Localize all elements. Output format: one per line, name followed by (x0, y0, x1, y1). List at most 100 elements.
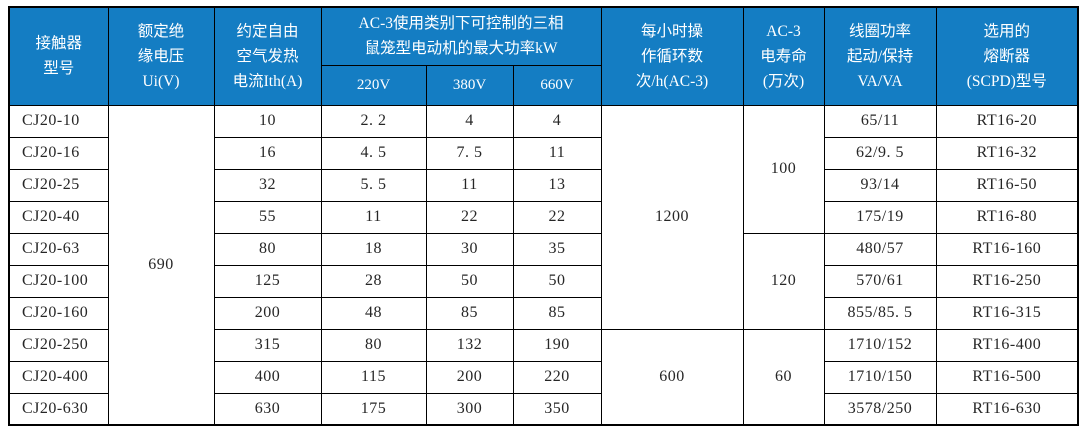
cell-coil: 93/14 (823, 168, 937, 202)
cell-life-merged-top: 100 (742, 104, 825, 234)
cell-p660: 4 (512, 104, 602, 138)
header-660v: 660V (512, 64, 602, 106)
header-electrical-life: AC-3 电寿命 (万次) (742, 6, 825, 106)
cell-p380: 30 (425, 232, 514, 266)
cell-model: CJ20-160 (8, 296, 109, 330)
cell-p660: 35 (512, 232, 602, 266)
cell-p380: 132 (425, 328, 514, 362)
table-row: CJ20-40 55 11 22 22 175/19 RT16-80 (8, 200, 1079, 234)
cell-p660: 11 (512, 136, 602, 170)
cell-fuse: RT16-315 (935, 296, 1079, 330)
cell-model: CJ20-63 (8, 232, 109, 266)
cell-ith: 630 (213, 392, 322, 426)
header-coil-power: 线圈功率 起动/保持 VA/VA (823, 6, 937, 106)
cell-ith: 55 (213, 200, 322, 234)
cell-p220: 80 (320, 328, 427, 362)
cell-model: CJ20-16 (8, 136, 109, 170)
cell-p380: 11 (425, 168, 514, 202)
cell-ith: 125 (213, 264, 322, 298)
header-operating-cycles: 每小时操 作循环数 次/h(AC-3) (600, 6, 744, 106)
table-row: CJ20-25 32 5. 5 11 13 93/14 RT16-50 (8, 168, 1079, 202)
cell-fuse: RT16-32 (935, 136, 1079, 170)
header-thermal-current: 约定自由 空气发热 电流Ith(A) (213, 6, 322, 106)
cell-cycles-merged-top: 1200 (600, 104, 744, 330)
cell-p660: 190 (512, 328, 602, 362)
header-380v: 380V (425, 64, 514, 106)
cell-p220: 28 (320, 264, 427, 298)
cell-model: CJ20-25 (8, 168, 109, 202)
cell-ith: 400 (213, 360, 322, 394)
header-contactor-model: 接触器 型号 (8, 6, 109, 106)
table-row: CJ20-250 315 80 132 190 600 60 1710/152 … (8, 328, 1079, 426)
cell-model: CJ20-400 (8, 360, 109, 394)
cell-life-merged-mid: 120 (742, 232, 825, 330)
cell-fuse: RT16-50 (935, 168, 1079, 202)
cell-ui-voltage-merged: 690 (107, 104, 215, 426)
table-row: CJ20-63 80 18 30 35 120 480/57 RT16-160 (8, 232, 1079, 330)
cell-model: CJ20-250 (8, 328, 109, 362)
cell-fuse: RT16-80 (935, 200, 1079, 234)
cell-p220: 115 (320, 360, 427, 394)
cell-cycles-merged-bottom: 600 (600, 328, 744, 426)
cell-fuse: RT16-20 (935, 104, 1079, 138)
cell-p380: 22 (425, 200, 514, 234)
cell-p220: 18 (320, 232, 427, 266)
cell-p380: 7. 5 (425, 136, 514, 170)
cell-life-merged-bottom: 60 (742, 328, 825, 426)
cell-ith: 315 (213, 328, 322, 362)
cell-p380: 4 (425, 104, 514, 138)
cell-p220: 48 (320, 296, 427, 330)
cell-p660: 13 (512, 168, 602, 202)
cell-coil: 1710/152 (823, 328, 937, 362)
table-header: 接触器 型号 额定绝 缘电压 Ui(V) 约定自由 空气发热 电流Ith(A) … (8, 6, 1079, 106)
cell-model: CJ20-630 (8, 392, 109, 426)
contactor-spec-table: 接触器 型号 额定绝 缘电压 Ui(V) 约定自由 空气发热 电流Ith(A) … (8, 6, 1080, 426)
cell-fuse: RT16-160 (935, 232, 1079, 266)
cell-model: CJ20-100 (8, 264, 109, 298)
cell-p380: 300 (425, 392, 514, 426)
cell-coil: 570/61 (823, 264, 937, 298)
cell-fuse: RT16-500 (935, 360, 1079, 394)
cell-coil: 855/85. 5 (823, 296, 937, 330)
table-row: CJ20-10 690 10 2. 2 4 4 1200 100 65/11 R… (8, 104, 1079, 426)
cell-p660: 22 (512, 200, 602, 234)
cell-p660: 350 (512, 392, 602, 426)
cell-ith: 10 (213, 104, 322, 138)
header-fuse-type: 选用的 熔断器 (SCPD)型号 (935, 6, 1079, 106)
header-220v: 220V (320, 64, 427, 106)
cell-p660: 50 (512, 264, 602, 298)
cell-p380: 50 (425, 264, 514, 298)
cell-ith: 80 (213, 232, 322, 266)
cell-p220: 5. 5 (320, 168, 427, 202)
cell-p220: 2. 2 (320, 104, 427, 138)
cell-coil: 480/57 (823, 232, 937, 266)
cell-p660: 220 (512, 360, 602, 394)
cell-coil: 62/9. 5 (823, 136, 937, 170)
cell-model: CJ20-10 (8, 104, 109, 138)
header-row-voltages: 220V 380V 660V (9, 64, 1078, 106)
cell-fuse: RT16-250 (935, 264, 1079, 298)
cell-ith: 200 (213, 296, 322, 330)
cell-p220: 175 (320, 392, 427, 426)
cell-p220: 11 (320, 200, 427, 234)
cell-coil: 3578/250 (823, 392, 937, 426)
table-row: CJ20-400 400 115 200 220 1710/150 RT16-5… (8, 360, 1079, 394)
cell-p380: 85 (425, 296, 514, 330)
cell-fuse: RT16-630 (935, 392, 1079, 426)
header-ac3-max-power-group: AC-3使用类别下可控制的三相 鼠笼型电动机的最大功率kW (320, 6, 602, 66)
cell-fuse: RT16-400 (935, 328, 1079, 362)
cell-p220: 4. 5 (320, 136, 427, 170)
cell-coil: 1710/150 (823, 360, 937, 394)
table-row: CJ20-100 125 28 50 50 570/61 RT16-250 (8, 264, 1079, 298)
cell-ith: 32 (213, 168, 322, 202)
cell-p380: 200 (425, 360, 514, 394)
header-rated-insulation-voltage: 额定绝 缘电压 Ui(V) (107, 6, 215, 106)
header-row-main: 接触器 型号 额定绝 缘电压 Ui(V) 约定自由 空气发热 电流Ith(A) … (8, 6, 1079, 106)
cell-p660: 85 (512, 296, 602, 330)
table-row: CJ20-630 630 175 300 350 3578/250 RT16-6… (8, 392, 1079, 426)
cell-model: CJ20-40 (8, 200, 109, 234)
cell-coil: 65/11 (823, 104, 937, 138)
cell-ith: 16 (213, 136, 322, 170)
table-body: CJ20-10 690 10 2. 2 4 4 1200 100 65/11 R… (8, 104, 1079, 426)
